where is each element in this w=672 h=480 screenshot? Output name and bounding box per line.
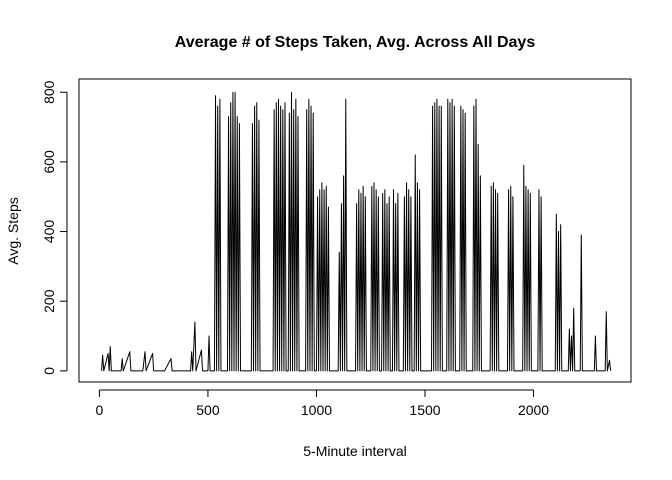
y-axis-label: Avg. Steps [5,197,21,264]
y-tick-label: 0 [41,367,57,375]
chart-title: Average # of Steps Taken, Avg. Across Al… [175,34,536,51]
y-tick-label: 400 [41,220,57,244]
x-tick-label: 2000 [518,402,549,418]
data-line [101,91,612,372]
plot-box [78,78,632,383]
y-tick-label: 600 [41,150,57,174]
x-axis-label: 5-Minute interval [303,443,407,459]
y-tick-label: 800 [41,80,57,104]
x-tick-label: 1500 [409,402,440,418]
x-tick-label: 0 [96,402,104,418]
x-tick-label: 500 [196,402,220,418]
x-tick-label: 1000 [301,402,332,418]
y-tick-label: 200 [41,289,57,313]
